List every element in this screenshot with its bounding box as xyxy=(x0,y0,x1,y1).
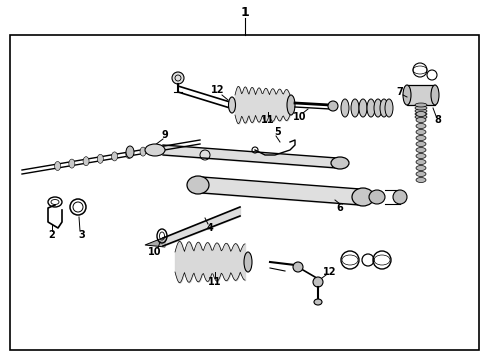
Ellipse shape xyxy=(415,112,425,117)
Ellipse shape xyxy=(414,103,426,107)
Text: 1: 1 xyxy=(240,5,249,18)
Ellipse shape xyxy=(358,99,366,117)
Text: 9: 9 xyxy=(162,130,168,140)
Ellipse shape xyxy=(340,99,348,117)
Ellipse shape xyxy=(350,99,358,117)
Ellipse shape xyxy=(373,99,381,117)
Ellipse shape xyxy=(415,148,425,153)
Ellipse shape xyxy=(392,190,406,204)
Ellipse shape xyxy=(244,252,251,272)
Ellipse shape xyxy=(414,106,426,110)
Text: 6: 6 xyxy=(336,203,343,213)
Bar xyxy=(10,35,478,350)
Ellipse shape xyxy=(351,188,373,206)
Circle shape xyxy=(292,262,303,272)
Ellipse shape xyxy=(228,97,235,113)
Text: 7: 7 xyxy=(396,87,403,97)
Ellipse shape xyxy=(55,162,61,171)
Ellipse shape xyxy=(69,159,75,168)
Text: 10: 10 xyxy=(293,112,306,122)
Text: 8: 8 xyxy=(434,115,441,125)
Polygon shape xyxy=(145,237,164,247)
Ellipse shape xyxy=(125,149,132,158)
Text: 10: 10 xyxy=(148,247,162,257)
Ellipse shape xyxy=(415,141,425,147)
Ellipse shape xyxy=(111,152,117,161)
Ellipse shape xyxy=(313,299,321,305)
Ellipse shape xyxy=(402,85,410,105)
Ellipse shape xyxy=(430,85,438,105)
Ellipse shape xyxy=(414,112,426,116)
Ellipse shape xyxy=(368,190,384,204)
Ellipse shape xyxy=(414,109,426,113)
Ellipse shape xyxy=(286,95,294,115)
Text: 12: 12 xyxy=(323,267,336,277)
Ellipse shape xyxy=(415,171,425,176)
Text: 12: 12 xyxy=(211,85,224,95)
Ellipse shape xyxy=(379,99,387,117)
Ellipse shape xyxy=(97,154,103,163)
Ellipse shape xyxy=(83,157,89,166)
Ellipse shape xyxy=(414,115,426,119)
Text: 4: 4 xyxy=(206,223,213,233)
Ellipse shape xyxy=(186,176,208,194)
Ellipse shape xyxy=(140,147,146,156)
Ellipse shape xyxy=(145,144,164,156)
Circle shape xyxy=(172,72,183,84)
Ellipse shape xyxy=(154,145,160,154)
Ellipse shape xyxy=(366,99,374,117)
Ellipse shape xyxy=(415,177,425,183)
Text: 2: 2 xyxy=(48,230,55,240)
Text: 11: 11 xyxy=(261,115,274,125)
Ellipse shape xyxy=(415,117,425,122)
Text: 11: 11 xyxy=(208,277,221,287)
Ellipse shape xyxy=(415,130,425,135)
Bar xyxy=(406,85,434,105)
Text: 3: 3 xyxy=(79,230,85,240)
Ellipse shape xyxy=(126,146,134,158)
Text: 5: 5 xyxy=(274,127,281,137)
Circle shape xyxy=(327,101,337,111)
Ellipse shape xyxy=(415,166,425,171)
Ellipse shape xyxy=(415,153,425,158)
Ellipse shape xyxy=(415,135,425,140)
Circle shape xyxy=(312,277,323,287)
Ellipse shape xyxy=(384,99,392,117)
Ellipse shape xyxy=(330,157,348,169)
Ellipse shape xyxy=(415,123,425,129)
Ellipse shape xyxy=(415,159,425,165)
